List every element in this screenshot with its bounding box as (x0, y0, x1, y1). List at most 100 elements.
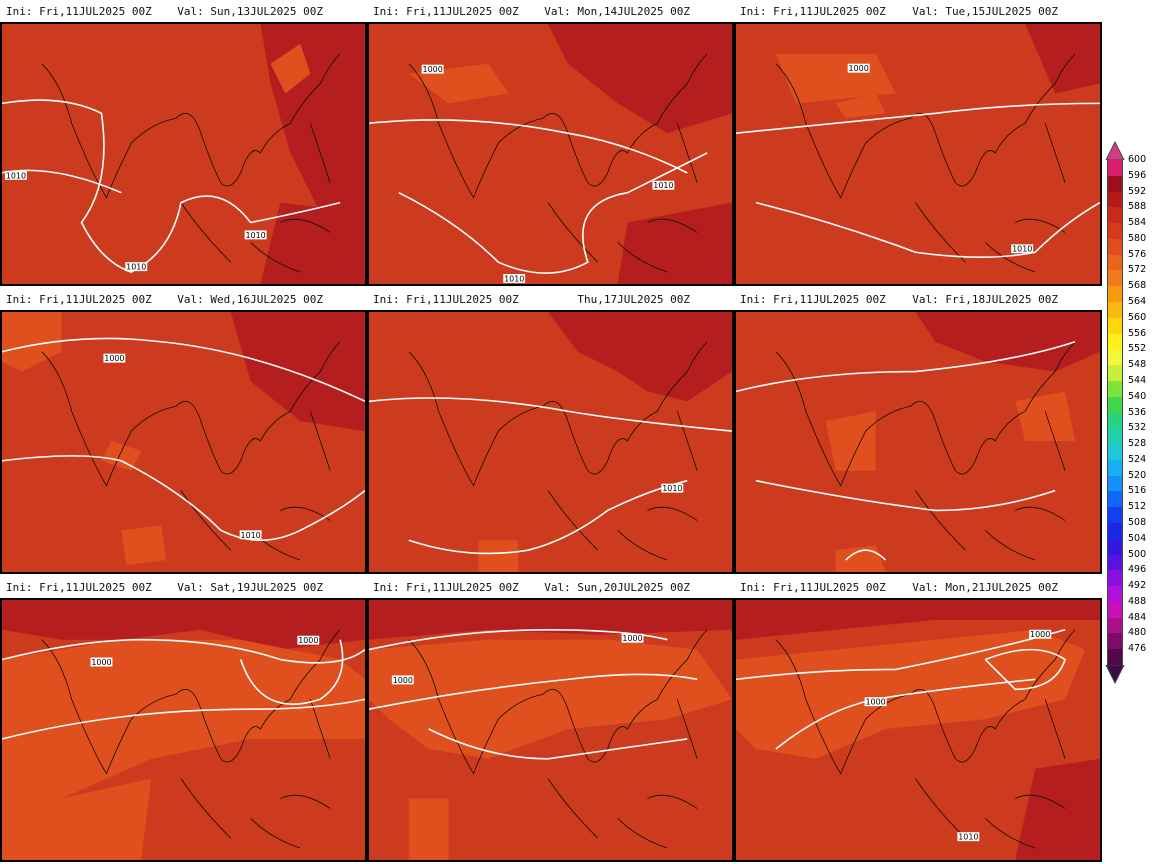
contour-value-label: 1010 (244, 230, 267, 240)
shade-region-low (41, 778, 152, 860)
panel-header: Ini: Fri,11JUL2025 00Z Val: Wed,16JUL2025… (6, 288, 323, 310)
colorbar-tick-label: 600 (1128, 154, 1147, 165)
valid-time-label: Val: Wed,16JUL2025 00Z (177, 292, 323, 306)
svg-text:1010: 1010 (653, 181, 673, 190)
colorbar-tick-label: 504 (1128, 532, 1147, 544)
pressure-contour (2, 337, 365, 542)
coastline (408, 341, 708, 561)
contour-value-label: 1010 (125, 262, 148, 272)
svg-text:1010: 1010 (126, 263, 146, 272)
map-canvas: 1000 1000 (2, 600, 365, 860)
forecast-map-panel: 1000 1000 (367, 598, 734, 862)
colorbar-swatch (1107, 601, 1123, 619)
shade-region-high (915, 312, 1100, 372)
map-canvas (736, 312, 1100, 572)
panel-header: Ini: Fri,11JUL2025 00Z Val: Fri,18JUL2025… (740, 288, 1058, 310)
forecast-map-panel: 1000 1010 1010 (367, 22, 734, 286)
colorbar-swatch (1107, 317, 1123, 335)
colorbar-tick-label: 584 (1128, 217, 1147, 229)
svg-text:1010: 1010 (6, 171, 26, 180)
shade-region-low (408, 798, 449, 860)
forecast-map-panel (734, 310, 1102, 574)
colorbar-swatch (1107, 302, 1123, 319)
contour-value-label: 1010 (652, 180, 675, 190)
init-time-label: Ini: Fri,11JUL2025 00Z (740, 292, 886, 306)
map-canvas: 1000 1010 1010 (369, 24, 732, 284)
colorbar-arrow-bottom (1105, 665, 1125, 685)
valid-time-label: Thu,17JUL2025 00Z (577, 292, 690, 306)
contour-value-label: 1000 (90, 657, 113, 667)
svg-text:1000: 1000 (91, 658, 111, 667)
init-time-label: Ini: Fri,11JUL2025 00Z (740, 580, 886, 594)
init-time-label: Ini: Fri,11JUL2025 00Z (373, 292, 519, 306)
svg-text:1010: 1010 (662, 484, 682, 493)
colorbar-swatch (1107, 444, 1123, 461)
contour-value-label: 1010 (239, 530, 262, 540)
coastline (41, 629, 341, 849)
shade-region-high (548, 24, 732, 134)
colorbar-swatch (1107, 223, 1123, 240)
valid-time-label: Val: Tue,15JUL2025 00Z (912, 4, 1058, 18)
shade-region-high (1025, 24, 1100, 94)
svg-text:1000: 1000 (298, 636, 318, 645)
valid-time-label: Val: Mon,21JUL2025 00Z (912, 580, 1058, 594)
forecast-map-panel: 1000 1000 1010 (734, 598, 1102, 862)
colorbar-swatch (1107, 365, 1123, 382)
colorbar-tick-label: 576 (1128, 248, 1147, 260)
colorbar-tick-label: 564 (1128, 296, 1147, 308)
colorbar-swatch (1107, 491, 1123, 508)
colorbar-swatch (1107, 207, 1123, 224)
colorbar-tick-label: 544 (1128, 374, 1147, 386)
coastline (41, 53, 341, 273)
valid-time-label: Val: Fri,18JUL2025 00Z (912, 292, 1058, 306)
svg-text:1000: 1000 (423, 65, 443, 74)
colorbar-swatch (1107, 286, 1123, 303)
colorbar-swatch (1107, 507, 1123, 524)
panel-header: Ini: Fri,11JUL2025 00Z Thu,17JUL2025 00Z (373, 288, 690, 310)
colorbar-tick-label: 512 (1128, 501, 1147, 513)
valid-time-label: Val: Mon,14JUL2025 00Z (544, 4, 690, 18)
contour-value-label: 1000 (864, 697, 887, 707)
colorbar-tick-label: 592 (1128, 185, 1147, 197)
svg-text:1010: 1010 (958, 833, 978, 842)
colorbar-tick-label: 480 (1128, 627, 1147, 639)
contour-value-label: 1000 (297, 635, 320, 645)
colorbar-tick-label: 524 (1128, 453, 1147, 465)
svg-text:1000: 1000 (865, 698, 885, 707)
svg-text:1010: 1010 (241, 531, 261, 540)
colorbar-tick-label: 500 (1128, 548, 1147, 560)
map-canvas: 1000 1000 1010 (736, 600, 1100, 860)
svg-text:1010: 1010 (504, 275, 524, 284)
colorbar-swatch (1107, 570, 1123, 587)
contour-value-label: 1010 (661, 483, 684, 493)
contour-value-label: 1000 (391, 675, 414, 685)
contour-value-label: 1010 (957, 832, 980, 842)
forecast-map-panel: 1010 1010 1010 (0, 22, 367, 286)
contour-value-label: 1010 (503, 274, 526, 284)
pressure-contour (736, 341, 1076, 561)
forecast-map-panel: 1010 (367, 310, 734, 574)
shade-region-low (835, 545, 886, 572)
shade-region-low (478, 540, 519, 572)
pressure-contour (369, 119, 708, 274)
colorbar-swatch (1107, 333, 1123, 350)
shade-region-high (1015, 758, 1100, 860)
colorbar-tick-label: 508 (1128, 516, 1147, 528)
valid-time-label: Val: Sat,19JUL2025 00Z (177, 580, 323, 594)
contour-value-label: 1000 (621, 633, 644, 643)
shade-region-low (835, 93, 886, 119)
forecast-map-panel: 1000 1010 (734, 22, 1102, 286)
init-time-label: Ini: Fri,11JUL2025 00Z (6, 292, 152, 306)
colorbar-swatch (1107, 380, 1123, 398)
colorbar-swatch (1107, 554, 1123, 571)
contour-value-label: 1000 (847, 63, 870, 73)
colorbar-tick-label: 476 (1128, 643, 1147, 655)
colorbar-swatch (1107, 522, 1123, 540)
colorbar-tick-label: 536 (1128, 406, 1147, 418)
panel-header: Ini: Fri,11JUL2025 00Z Val: Sun,13JUL2025… (6, 0, 323, 22)
map-canvas: 1000 1000 (369, 600, 732, 860)
shade-region-low (270, 43, 311, 94)
colorbar-swatch (1107, 617, 1123, 634)
shade-region-low (825, 411, 876, 471)
contour-value-label: 1000 (1029, 629, 1052, 639)
